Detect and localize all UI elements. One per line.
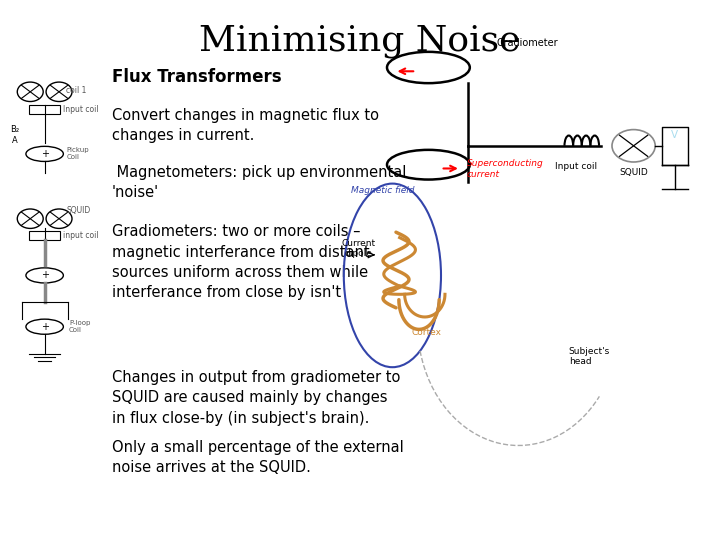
Text: B₂
A: B₂ A: [10, 125, 19, 145]
Text: +: +: [40, 322, 49, 332]
Text: Superconducting
current: Superconducting current: [467, 159, 544, 179]
Text: Subject's
head: Subject's head: [569, 347, 610, 366]
Text: input coil: input coil: [63, 231, 99, 240]
Text: Flux Transformers: Flux Transformers: [112, 68, 282, 85]
Text: Only a small percentage of the external
noise arrives at the SQUID.: Only a small percentage of the external …: [112, 440, 403, 476]
Text: Current
dipole: Current dipole: [341, 239, 376, 258]
Text: SQUID: SQUID: [619, 168, 648, 178]
Text: coil 1: coil 1: [66, 86, 86, 95]
Text: Pickup
Coil: Pickup Coil: [66, 147, 89, 160]
Text: +: +: [40, 149, 49, 159]
Text: Convert changes in magnetic flux to
changes in current.: Convert changes in magnetic flux to chan…: [112, 108, 379, 144]
Text: +: +: [40, 271, 49, 280]
Bar: [29, 105, 60, 114]
Text: Magnetic field: Magnetic field: [351, 186, 414, 194]
Text: P-loop
Coil: P-loop Coil: [69, 320, 91, 333]
Text: Changes in output from gradiometer to
SQUID are caused mainly by changes
in flux: Changes in output from gradiometer to SQ…: [112, 370, 400, 426]
Text: Magnetometers: pick up environmental
'noise': Magnetometers: pick up environmental 'no…: [112, 165, 406, 200]
Text: Minimising Noise: Minimising Noise: [199, 24, 521, 58]
Text: Gradiometers: two or more coils –
magnetic interferance from distant
sources uni: Gradiometers: two or more coils – magnet…: [112, 224, 369, 300]
Text: V: V: [671, 130, 678, 140]
Text: Input coil: Input coil: [555, 162, 597, 171]
Text: SQUID: SQUID: [66, 206, 91, 215]
Text: Input coil: Input coil: [63, 105, 99, 114]
Bar: [29, 231, 60, 240]
Text: Cortex: Cortex: [412, 328, 442, 336]
Text: Gradiometer: Gradiometer: [497, 38, 559, 48]
